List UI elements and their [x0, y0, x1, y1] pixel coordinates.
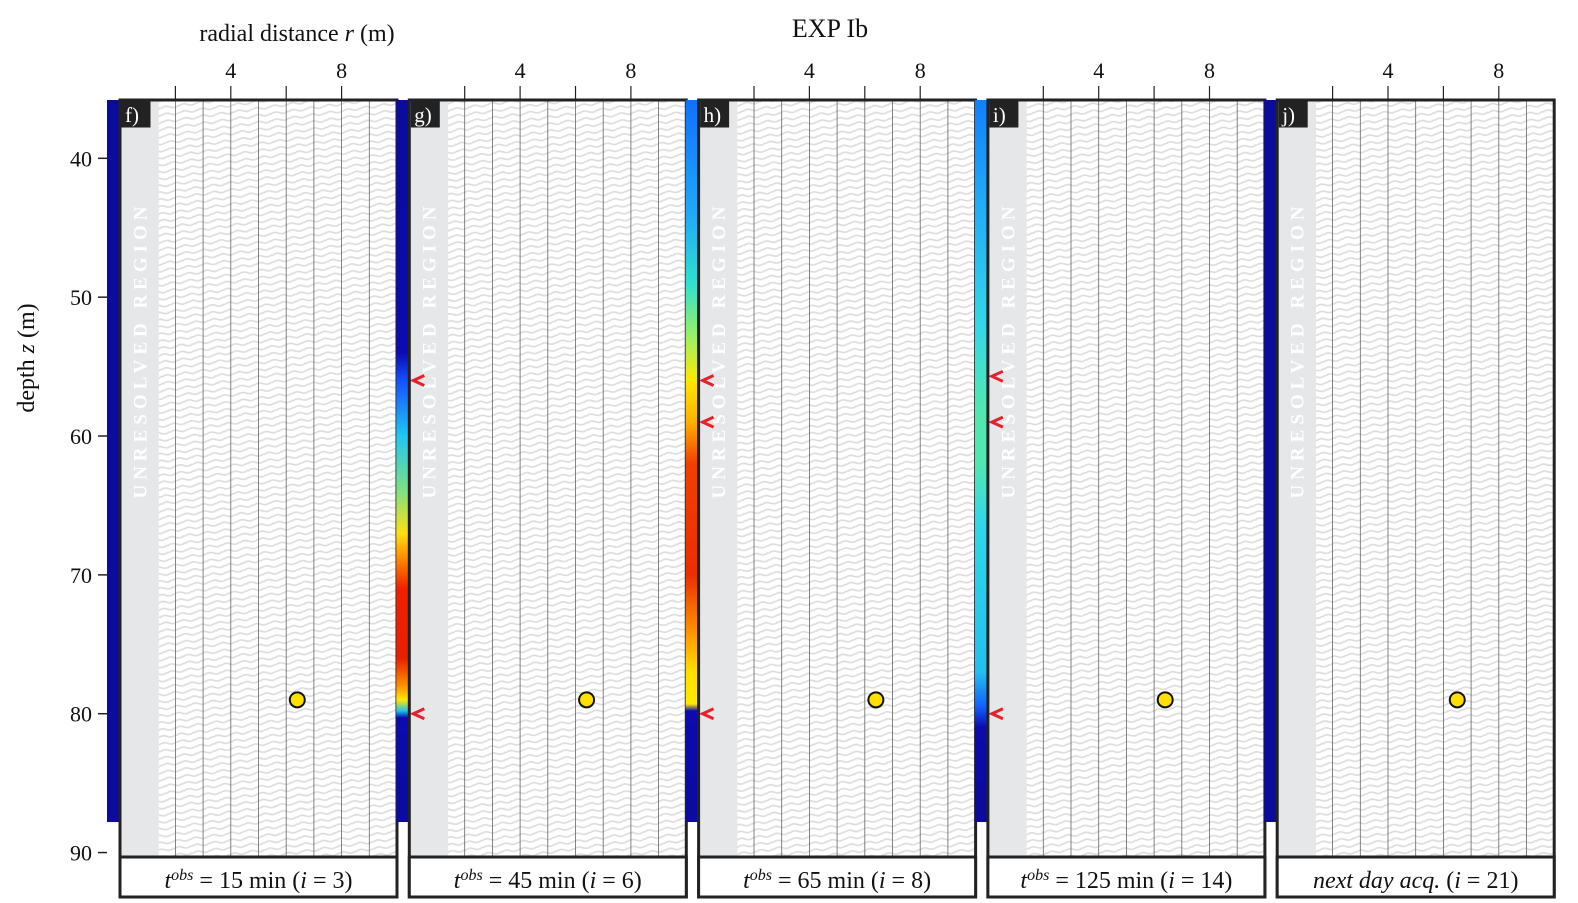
caption-box: [697, 855, 978, 899]
source-point: [867, 691, 885, 709]
caption-part: i: [300, 868, 307, 894]
caption-part: = 6): [596, 868, 642, 894]
colorbar: [974, 100, 987, 823]
x-label-part: (m): [354, 21, 395, 47]
panel-label: i): [993, 103, 1006, 127]
caption-part: next day acq.: [1313, 868, 1440, 894]
unresolved-label: UNRESOLVED REGION: [709, 201, 730, 498]
y-tick-label: 90: [70, 841, 92, 866]
caption-box: [986, 855, 1267, 899]
source-point: [1448, 691, 1466, 709]
colorbar: [396, 100, 409, 823]
caption: tobs = 65 min (i = 8): [743, 867, 931, 895]
caption-part: = 15 min (: [193, 868, 300, 894]
caption-part: i: [1168, 868, 1175, 894]
caption-part: obs: [750, 867, 772, 884]
caption-part: obs: [1027, 867, 1049, 884]
panel-label: g): [414, 103, 432, 127]
caption-part: = 14): [1175, 868, 1233, 894]
caption: tobs = 15 min (i = 3): [165, 867, 353, 895]
caption-part: obs: [171, 867, 193, 884]
x-tick-label: 8: [625, 58, 636, 83]
caption-part: = 45 min (: [483, 868, 590, 894]
onset-arrow: [988, 707, 1004, 721]
onset-arrow: [698, 707, 715, 721]
y-tick-label: 80: [70, 702, 92, 727]
onset-arrow: [988, 369, 1004, 383]
x-tick-label: 8: [1493, 58, 1504, 83]
y-label-part: (m): [14, 303, 40, 344]
source-point: [288, 691, 306, 709]
onset-arrow: [698, 415, 715, 429]
x-tick-label: 8: [336, 58, 347, 83]
unresolved-label: UNRESOLVED REGION: [998, 201, 1019, 498]
source-point: [578, 691, 596, 709]
caption: tobs = 125 min (i = 14): [1020, 867, 1232, 895]
panel-label-box: [1278, 101, 1308, 128]
panel-label-box: [121, 101, 151, 128]
x-tick-label: 8: [915, 58, 926, 83]
caption-part: = 3): [307, 868, 353, 894]
unresolved-label: UNRESOLVED REGION: [420, 201, 441, 498]
colorbar: [685, 100, 698, 823]
x-label-part: r: [345, 21, 355, 47]
caption-part: (: [1440, 868, 1454, 894]
caption-part: = 125 min (: [1049, 868, 1168, 894]
panel-label-box: [700, 101, 730, 128]
caption-part: i: [590, 868, 597, 894]
x-tick-label: 8: [1204, 58, 1215, 83]
caption: tobs = 45 min (i = 6): [454, 867, 642, 895]
y-label-part: depth: [14, 353, 40, 412]
x-tick-label: 4: [1383, 58, 1394, 83]
chart-title: EXP Ib: [792, 14, 868, 43]
y-tick-label: 50: [70, 285, 92, 310]
panel-label-box: [410, 101, 440, 128]
unresolved-label: UNRESOLVED REGION: [130, 201, 151, 498]
caption-part: i: [879, 868, 886, 894]
colorbar: [107, 100, 119, 823]
caption-part: = 8): [886, 868, 932, 894]
caption-part: = 21): [1461, 868, 1519, 894]
y-tick-label: 40: [70, 146, 92, 171]
caption-part: t: [743, 868, 751, 894]
source-point: [1156, 691, 1174, 709]
colorbar: [1264, 100, 1277, 823]
panel-label: j): [1281, 103, 1295, 127]
caption-box: [1275, 855, 1556, 899]
x-tick-label: 4: [804, 58, 815, 83]
x-axis-label: radial distance r (m): [199, 21, 394, 47]
caption-part: t: [165, 868, 173, 894]
onset-arrow: [988, 415, 1004, 429]
onset-arrow: [409, 707, 425, 721]
caption-part: t: [1020, 868, 1028, 894]
unresolved-label: UNRESOLVED REGION: [1288, 201, 1309, 498]
x-tick-label: 4: [1093, 58, 1104, 83]
unresolved-region: [409, 100, 449, 863]
panel-label: h): [704, 103, 722, 127]
panel-label-box: [989, 101, 1019, 128]
unresolved-region: [1277, 100, 1316, 863]
unresolved-region: [120, 100, 159, 863]
caption-part: i: [1454, 868, 1461, 894]
onset-arrow: [698, 374, 715, 387]
unresolved-region: [987, 100, 1027, 863]
x-label-part: radial distance: [199, 21, 344, 47]
caption-part: = 65 min (: [772, 868, 879, 894]
x-tick-label: 4: [225, 58, 236, 83]
caption-part: t: [454, 868, 462, 894]
caption-box: [407, 855, 688, 899]
y-axis-label: depth z (m): [14, 303, 40, 412]
caption: next day acq. (i = 21): [1313, 868, 1518, 894]
x-tick-label: 4: [515, 58, 526, 83]
y-tick-label: 70: [70, 563, 92, 588]
onset-arrow: [409, 374, 425, 387]
panel-label: f): [125, 103, 139, 127]
caption-part: obs: [460, 867, 482, 884]
unresolved-region: [698, 100, 738, 863]
caption-box: [118, 855, 399, 899]
y-label-part: z: [14, 343, 40, 354]
y-tick-label: 60: [70, 424, 92, 449]
